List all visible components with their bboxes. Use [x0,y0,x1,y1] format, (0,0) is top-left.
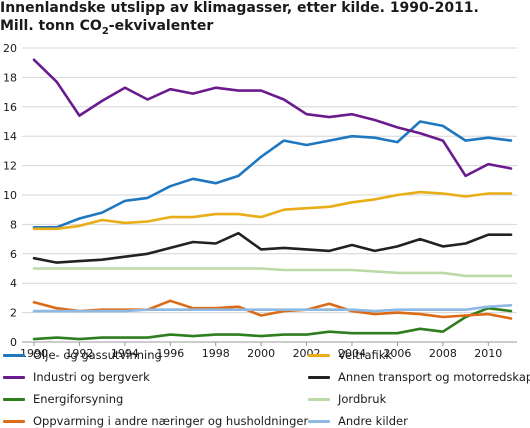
x-tick-label: 2008 [429,347,457,360]
subtitle-unit-prefix: Mill. tonn CO [0,18,102,34]
y-tick-label: 14 [3,130,17,143]
x-tick-label: 2006 [383,347,411,360]
series-line-4 [32,306,513,341]
y-tick-label: 18 [3,71,17,84]
x-tick-label: 1998 [202,347,230,360]
chart-subtitle: Mill. tonn CO2-ekvivalenter [0,18,213,40]
series-line-5 [32,267,513,278]
x-tick-label: 1994 [111,347,139,360]
x-tick-label: 2010 [474,347,502,360]
y-tick-label: 4 [10,277,17,290]
y-tick-label: 10 [3,189,17,202]
y-tick-label: 8 [10,218,17,231]
series-line-7 [32,303,513,313]
y-tick-label: 6 [10,248,17,261]
y-tick-label: 20 [3,42,17,55]
x-tick-label: 1996 [156,347,184,360]
series-line-3 [32,231,513,264]
series-line-2 [32,58,513,178]
subtitle-unit-suffix: -ekvivalenter [108,18,214,34]
x-tick-label: 2004 [338,347,366,360]
y-tick-label: 2 [10,307,17,320]
x-tick-label: 2002 [293,347,321,360]
y-tick-label: 16 [3,101,17,114]
y-tick-label: 12 [3,160,17,173]
y-tick-label: 0 [10,336,17,349]
x-tick-label: 2000 [247,347,275,360]
x-tick-label: 1990 [20,347,48,360]
series-line-6 [32,299,513,320]
series-line-0 [32,120,513,229]
x-tick-label: 1992 [65,347,93,360]
chart-title: Innenlandske utslipp av klimagasser, ett… [0,0,479,16]
series-line-1 [32,190,513,231]
subtitle-subscript: 2 [101,25,109,37]
